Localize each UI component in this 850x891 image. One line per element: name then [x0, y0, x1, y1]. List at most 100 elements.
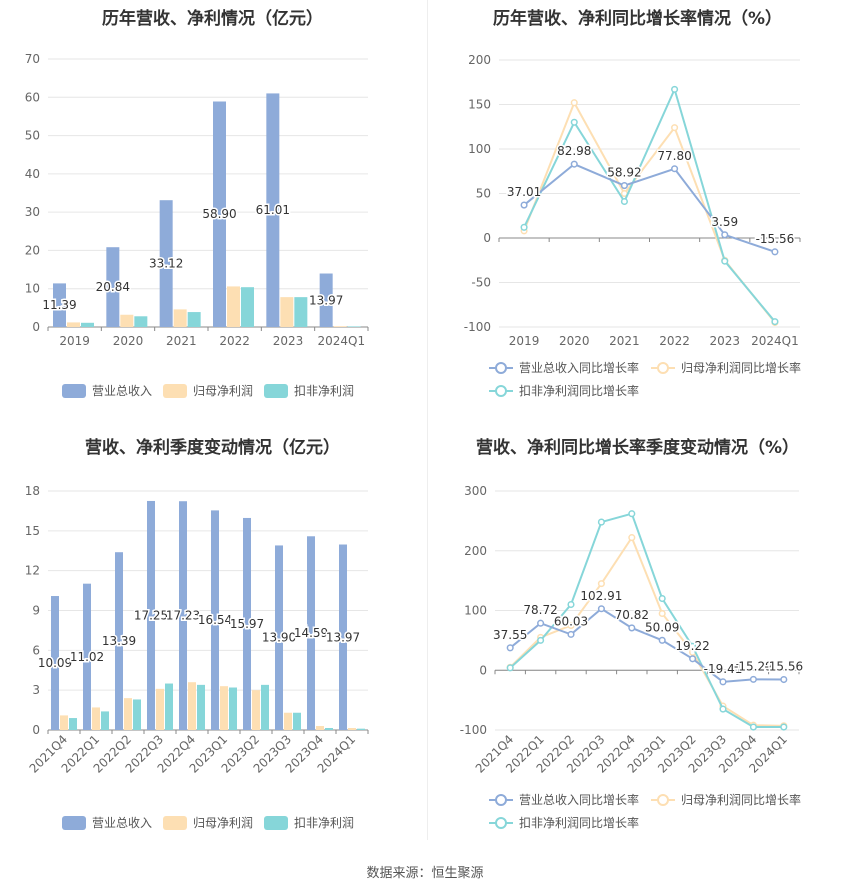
- data-label: 82.98: [557, 144, 591, 158]
- annual-revenue-profit-chart: 历年营收、净利情况（亿元） 0 10 20 30 40 50 60 70 2019 2020 202…: [0, 0, 425, 410]
- y-tick-label: 300: [464, 484, 487, 498]
- series-point: [567, 600, 575, 609]
- series-point: [628, 534, 636, 542]
- series-point: [771, 248, 779, 256]
- y-tick-label: 100: [464, 604, 487, 618]
- bar-revenue: [211, 510, 219, 730]
- bar-revenue: [159, 200, 173, 327]
- x-tick-label: 2019: [59, 334, 90, 348]
- bar-revenue: [275, 545, 283, 730]
- series-point: [771, 318, 779, 326]
- series-point: [570, 160, 578, 168]
- chart-title: 营收、净利同比增长率季度变动情况（%）: [475, 438, 800, 458]
- y-tick-label: 12: [25, 564, 40, 578]
- data-label: 13.97: [309, 293, 343, 307]
- data-source: 数据来源：恒生聚源: [366, 866, 484, 881]
- y-tick-label: -100: [464, 320, 491, 334]
- bar-net-profit: [252, 690, 260, 730]
- data-label: 17.23: [166, 609, 200, 623]
- data-label: 16.54: [198, 613, 232, 627]
- y-tick-label: 60: [25, 90, 40, 104]
- series-point: [658, 609, 666, 618]
- x-tick-label: 2023: [273, 334, 304, 348]
- series-point: [671, 165, 679, 173]
- bar-deducted-profit: [69, 718, 77, 730]
- bar-deducted-profit: [294, 297, 308, 327]
- x-tick-label: 2024Q1: [751, 334, 799, 348]
- y-tick-label: 200: [464, 544, 487, 558]
- bar-net-profit: [60, 715, 68, 730]
- series-point: [719, 678, 727, 686]
- data-label: 15.97: [230, 617, 264, 631]
- bar-revenue: [106, 247, 120, 327]
- data-label: 60.03: [554, 614, 588, 628]
- data-label: 19.22: [675, 639, 709, 653]
- bar-net-profit: [188, 682, 196, 730]
- x-tick-label: 2023: [709, 334, 740, 348]
- bar-deducted-profit: [165, 683, 173, 730]
- y-tick-label: 30: [25, 205, 40, 219]
- series-point: [537, 619, 545, 627]
- series-line: [523, 100, 776, 324]
- bar-revenue: [319, 273, 333, 327]
- series-line: [509, 512, 784, 729]
- x-tick-label: 2021: [609, 334, 640, 348]
- legend-label: 归母净利润: [193, 384, 253, 398]
- data-label: -15.29: [734, 659, 773, 673]
- quarterly-growth-chart: 营收、净利同比增长率季度变动情况（%） -100 0 100 200 300 2021Q4…: [425, 425, 850, 865]
- series-point: [658, 636, 666, 644]
- y-tick-label: 40: [25, 167, 40, 181]
- x-tick-label: 2022: [219, 334, 250, 348]
- bar-deducted-profit: [101, 711, 109, 730]
- legend-label: 扣非净利润同比增长率: [519, 815, 639, 830]
- series-point: [537, 636, 545, 644]
- series-point: [689, 642, 697, 650]
- legend-marker-swatch: [495, 362, 507, 374]
- bar-net-profit: [333, 326, 347, 327]
- annual-line-svg: -100 -50 0 50 100 150 200 2019 2020 2021 2022 2023 2…: [464, 53, 801, 398]
- annual-bar-svg: 0 10 20 30 40 50 60 70 2019 2020 2021 2022 2023 2024Q…: [25, 52, 369, 398]
- y-tick-label: -50: [471, 276, 491, 290]
- data-label: 3.59: [711, 215, 738, 229]
- data-label: 58.90: [202, 207, 236, 221]
- y-tick-label: 200: [468, 53, 491, 67]
- bar-net-profit: [348, 728, 356, 730]
- series-point: [570, 99, 578, 107]
- x-tick-label: 2024Q1: [318, 334, 366, 348]
- series-point: [520, 201, 528, 209]
- y-tick-label: 10: [25, 282, 40, 296]
- data-label: 33.12: [149, 257, 183, 271]
- annual-growth-chart: 历年营收、净利同比增长率情况（%） -100 -50 0 50 100 150 200 201…: [425, 0, 850, 410]
- data-label: 11.39: [42, 298, 76, 312]
- legend-marker-swatch: [495, 817, 507, 829]
- data-label: 13.39: [102, 634, 136, 648]
- bar-revenue: [83, 583, 91, 730]
- y-tick-label: 0: [479, 663, 487, 677]
- series-point: [597, 580, 605, 588]
- bar-deducted-profit: [133, 699, 141, 730]
- bar-net-profit: [124, 698, 132, 730]
- series-point: [689, 655, 697, 663]
- legend-label: 营业总收入: [92, 384, 152, 398]
- series-point: [628, 624, 636, 632]
- bar-deducted-profit: [325, 728, 333, 730]
- quarter-bar-svg: 03691215182021Q42022Q12022Q22022Q32022Q4…: [25, 484, 369, 830]
- legend-label: 归母净利润: [193, 816, 253, 830]
- bar-deducted-profit: [187, 312, 201, 327]
- series-point: [506, 664, 514, 672]
- series-point: [671, 124, 679, 132]
- y-tick-label: 70: [25, 52, 40, 66]
- legend-label: 归母净利润同比增长率: [681, 360, 801, 375]
- data-label: 37.01: [507, 185, 541, 199]
- data-label: 102.91: [580, 589, 622, 603]
- series-point: [721, 231, 729, 239]
- series-point: [719, 705, 727, 713]
- y-tick-label: 6: [32, 643, 40, 657]
- data-label: 14.59: [294, 626, 328, 640]
- y-tick-label: 0: [32, 723, 40, 737]
- bar-deducted-profit: [241, 287, 254, 327]
- series-point: [597, 605, 605, 613]
- bar-net-profit: [67, 322, 80, 327]
- data-label: 77.80: [657, 149, 691, 163]
- bar-revenue: [179, 501, 187, 730]
